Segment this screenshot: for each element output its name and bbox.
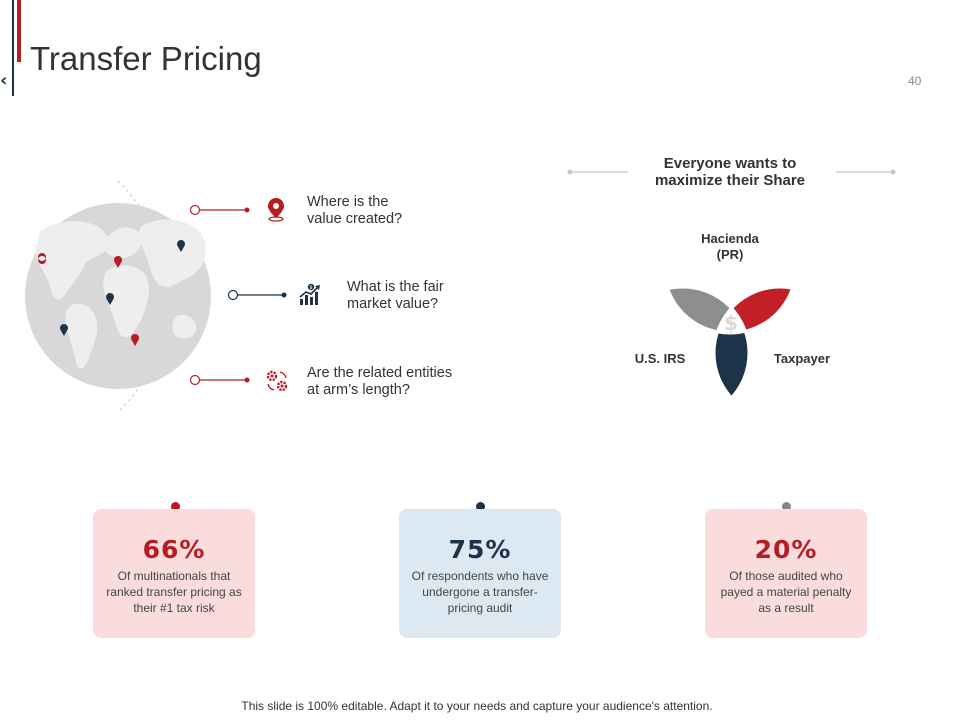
question-value-created: Where is the value created? [307,194,403,227]
question-arms-length: Are the related entities at arm’s length… [307,365,453,398]
stat-value: 20% [754,535,818,564]
stat-card-66: 66% Of multinationals that ranked transf… [93,509,255,638]
growth-chart-dollar-icon: $ [299,283,320,305]
location-pin-icon [268,198,284,222]
venn-label-hacienda: Hacienda (PR) [701,231,759,262]
connector-1 [189,204,250,216]
dollar-icon: $ [724,311,738,335]
gears-cycle-icon [266,370,288,392]
stat-dot [476,502,485,511]
page-number: 40 [908,74,922,88]
stat-description: Of those audited who payed a material pe… [720,569,852,615]
map-pin-icon [131,334,139,346]
stat-value: 75% [448,535,512,564]
stat-card-20: 20% Of those audited who payed a materia… [705,509,867,638]
globe-continents [35,219,206,369]
venn-label-taxpayer: Taxpayer [773,351,831,366]
stat-dot [171,502,180,511]
overlap-hacienda-taxpayer [714,287,796,333]
slide-title: Transfer Pricing [30,40,262,77]
map-pin-icon [114,256,122,268]
stat-card-75: 75% Of respondents who have undergone a … [399,509,561,638]
venn-label-irs: U.S. IRS [634,351,686,366]
stat-description: Of respondents who have undergone a tran… [411,569,549,615]
question-fair-market-value: What is the fair market value? [347,279,444,312]
svg-text:$: $ [309,285,312,291]
accent-bar-red [17,0,21,62]
connector-2 [227,289,287,301]
stat-description: Of multinationals that ranked transfer p… [106,569,242,615]
map-pin-icon [60,324,68,336]
connector-3 [189,374,250,386]
footer-note: This slide is 100% editable. Adapt it to… [241,699,713,713]
venn-title: Everyone wants to maximize their Share [654,155,806,189]
venn-diagram: $ [567,169,896,421]
map-pin-icon [177,240,185,252]
accent-bar-navy [12,0,14,96]
overlap-hacienda-irs [664,287,749,333]
map-pin-icon [38,253,47,266]
back-chevron-icon[interactable]: ‹ [0,70,8,91]
map-pin-icon [106,293,114,305]
stat-value: 66% [142,535,206,564]
stat-dot [782,502,791,511]
world-globe-graphic [25,180,287,413]
globe-map-pins [38,240,185,346]
